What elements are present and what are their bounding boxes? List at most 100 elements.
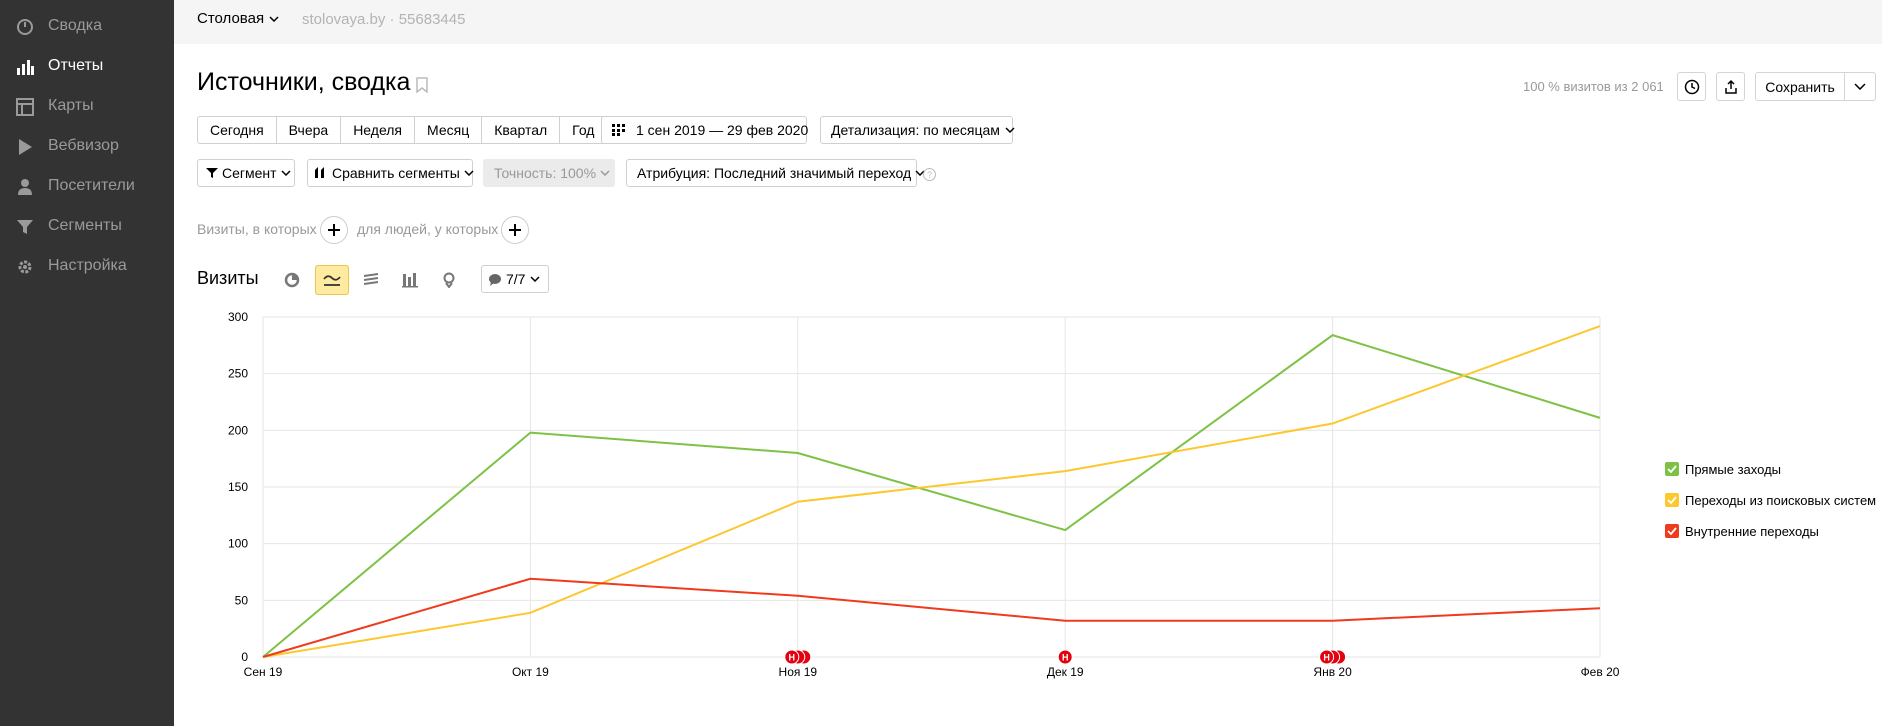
calendar-icon: [612, 124, 625, 136]
segment-dropdown[interactable]: Сегмент: [197, 159, 295, 187]
checkbox-icon: [1665, 493, 1679, 507]
x-tick-label: Фев 20: [1581, 665, 1620, 679]
segment-label: Сегмент: [222, 165, 277, 181]
y-tick-label: 200: [228, 423, 248, 437]
pie-chart-type-button[interactable]: [275, 265, 309, 295]
legend-label: Переходы из поисковых систем: [1685, 492, 1877, 508]
upload-icon: [1724, 79, 1737, 94]
series-line: [262, 334, 1601, 658]
legend-item-internal[interactable]: Внутренние переходы: [1665, 522, 1819, 540]
speech-bubble-icon: [489, 273, 501, 286]
x-tick-label: Дек 19: [1047, 665, 1084, 679]
y-tick-label: 0: [241, 650, 248, 664]
compare-segments-dropdown[interactable]: Сравнить сегменты: [307, 159, 474, 187]
checkbox-icon: [1665, 524, 1679, 538]
attribution-label: Атрибуция: Последний значимый переход: [637, 165, 912, 181]
page-title: Источники, сводка: [197, 68, 411, 96]
topbar: Столовая stolovaya.by · 55683445: [174, 0, 1882, 44]
chevron-down-icon: [281, 170, 291, 176]
sidebar-item-visitors[interactable]: Посетители: [0, 166, 174, 206]
visits-percentage: 100 % визитов из 2 061: [1523, 79, 1664, 94]
y-tick-label: 50: [235, 593, 249, 607]
legend-item-search[interactable]: Переходы из поисковых систем: [1665, 491, 1876, 509]
y-tick-label: 300: [228, 310, 248, 324]
line-chart-icon: [323, 275, 341, 286]
compare-icon: [315, 167, 324, 178]
history-button[interactable]: [1677, 72, 1706, 101]
period-quarter-button[interactable]: Квартал: [481, 116, 561, 144]
bookmark-icon[interactable]: [416, 77, 428, 93]
chart-title: Визиты: [197, 268, 259, 288]
clock-icon: [1684, 79, 1699, 94]
chevron-down-icon: [1005, 127, 1015, 133]
sidebar-item-label: Посетители: [48, 177, 135, 194]
gear-icon: [18, 260, 32, 274]
period-year-button[interactable]: Год: [559, 116, 608, 144]
period-group: Сегодня Вчера Неделя Месяц Квартал Год: [197, 116, 608, 144]
add-visit-condition-button[interactable]: [320, 216, 348, 244]
y-tick-label: 100: [228, 537, 248, 551]
user-icon: [18, 179, 32, 195]
sidebar-item-label: Сводка: [48, 17, 103, 34]
sidebar-item-summary[interactable]: Сводка: [0, 6, 174, 46]
sidebar-item-label: Отчеты: [48, 57, 104, 74]
series-count: 7/7: [506, 271, 526, 287]
bar-chart-icon: [17, 60, 34, 75]
period-month-button[interactable]: Месяц: [414, 116, 483, 144]
chevron-down-icon: [530, 276, 540, 282]
y-tick-label: 150: [228, 480, 248, 494]
period-yesterday-button[interactable]: Вчера: [275, 116, 342, 144]
accuracy-dropdown[interactable]: Точность: 100%: [483, 159, 615, 187]
x-tick-label: Окт 19: [512, 665, 549, 679]
sidebar-item-maps[interactable]: Карты: [0, 86, 174, 126]
save-dropdown-button[interactable]: [1844, 72, 1876, 101]
detail-label: Детализация: по месяцам: [831, 122, 1000, 138]
series-line: [262, 577, 1601, 658]
period-today-button[interactable]: Сегодня: [197, 116, 277, 144]
sidebar-item-webvisor[interactable]: Вебвизор: [0, 126, 174, 166]
legend-label: Прямые заходы: [1685, 461, 1782, 477]
x-tick-label: Янв 20: [1313, 665, 1352, 679]
legend-item-direct[interactable]: Прямые заходы: [1665, 460, 1781, 478]
date-range-button[interactable]: 1 сен 2019 — 29 фев 2020: [601, 116, 808, 144]
help-icon[interactable]: ?: [923, 168, 936, 181]
legend-label: Внутренние переходы: [1685, 523, 1819, 539]
annotation-label: Н: [1062, 653, 1069, 663]
plus-icon: [509, 224, 521, 236]
sidebar-item-reports[interactable]: Отчеты: [0, 46, 174, 86]
x-tick-label: Ноя 19: [779, 665, 818, 679]
people-filter-label: для людей, у которых: [357, 221, 499, 237]
annotation-marker: [784, 649, 800, 665]
gauge-icon: [17, 19, 33, 35]
column-chart-icon: [402, 273, 418, 288]
export-button[interactable]: [1716, 72, 1745, 101]
checkbox-icon: [1665, 462, 1679, 476]
line-chart-type-button[interactable]: [315, 265, 349, 295]
series-line: [262, 325, 1601, 658]
map-pin-icon: [443, 272, 455, 288]
chevron-down-icon: [464, 170, 474, 176]
attribution-dropdown[interactable]: Атрибуция: Последний значимый переход: [626, 159, 925, 187]
annotation-marker: [1057, 649, 1073, 665]
pie-chart-icon: [284, 272, 300, 288]
annotation-label: Н: [789, 653, 796, 663]
funnel-icon: [17, 220, 33, 234]
add-people-condition-button[interactable]: [501, 216, 529, 244]
compare-label: Сравнить сегменты: [332, 165, 460, 181]
site-info: stolovaya.by · 55683445: [302, 11, 466, 28]
area-chart-icon: [363, 273, 379, 285]
series-selector[interactable]: 7/7: [481, 265, 549, 293]
play-icon: [19, 139, 32, 155]
counter-selector[interactable]: Столовая: [197, 10, 279, 27]
map-chart-type-button[interactable]: [432, 265, 466, 295]
detail-dropdown[interactable]: Детализация: по месяцам: [820, 116, 1015, 144]
column-chart-type-button[interactable]: [393, 265, 427, 295]
sidebar-item-label: Настройка: [48, 257, 127, 274]
area-chart-type-button[interactable]: [354, 265, 388, 295]
y-tick-label: 250: [228, 367, 248, 381]
chevron-down-icon: [600, 170, 610, 176]
chevron-down-icon: [269, 15, 279, 22]
sidebar-item-segments[interactable]: Сегменты: [0, 206, 174, 246]
sidebar-item-settings[interactable]: Настройка: [0, 246, 174, 286]
